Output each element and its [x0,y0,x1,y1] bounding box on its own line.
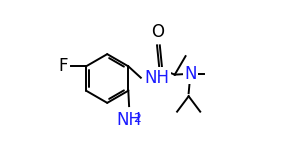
Text: 2: 2 [133,111,141,125]
Text: O: O [151,23,164,41]
Text: N: N [184,65,196,83]
Text: NH: NH [145,69,170,87]
Text: NH: NH [117,111,142,129]
Text: F: F [59,57,68,75]
